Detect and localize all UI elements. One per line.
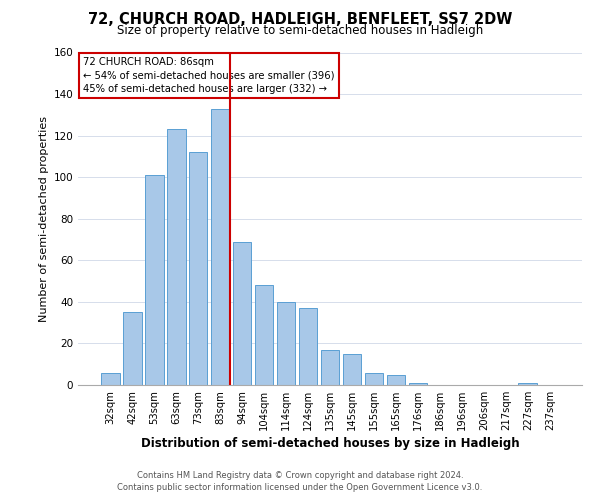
Text: Size of property relative to semi-detached houses in Hadleigh: Size of property relative to semi-detach… xyxy=(117,24,483,37)
Text: 72, CHURCH ROAD, HADLEIGH, BENFLEET, SS7 2DW: 72, CHURCH ROAD, HADLEIGH, BENFLEET, SS7… xyxy=(88,12,512,26)
Bar xyxy=(365,372,383,385)
Bar xyxy=(518,383,537,385)
Bar xyxy=(299,308,317,385)
Bar xyxy=(233,242,251,385)
Bar xyxy=(343,354,361,385)
Bar xyxy=(101,372,119,385)
Bar xyxy=(123,312,142,385)
Bar xyxy=(145,175,164,385)
Bar xyxy=(386,374,405,385)
Bar xyxy=(409,383,427,385)
Bar xyxy=(211,108,229,385)
Bar xyxy=(320,350,340,385)
X-axis label: Distribution of semi-detached houses by size in Hadleigh: Distribution of semi-detached houses by … xyxy=(140,437,520,450)
Bar xyxy=(167,130,185,385)
Y-axis label: Number of semi-detached properties: Number of semi-detached properties xyxy=(39,116,49,322)
Bar xyxy=(277,302,295,385)
Bar xyxy=(255,285,274,385)
Text: 72 CHURCH ROAD: 86sqm
← 54% of semi-detached houses are smaller (396)
45% of sem: 72 CHURCH ROAD: 86sqm ← 54% of semi-deta… xyxy=(83,58,335,94)
Text: Contains HM Land Registry data © Crown copyright and database right 2024.
Contai: Contains HM Land Registry data © Crown c… xyxy=(118,471,482,492)
Bar xyxy=(189,152,208,385)
